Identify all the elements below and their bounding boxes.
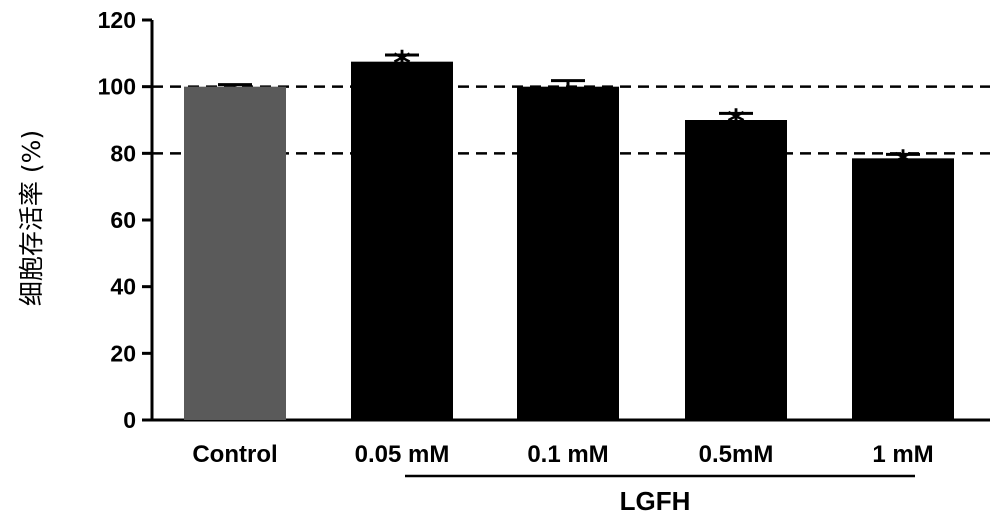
y-tick-label: 100 bbox=[98, 74, 136, 100]
y-tick-label: 40 bbox=[110, 274, 136, 300]
bars bbox=[184, 53, 954, 421]
bar-4 bbox=[852, 158, 954, 421]
significance-marker-4: * bbox=[894, 143, 912, 183]
y-tick-label: 0 bbox=[123, 407, 136, 433]
bar-3 bbox=[685, 120, 787, 420]
bar-2 bbox=[517, 86, 619, 421]
y-tick-label: 60 bbox=[110, 207, 136, 233]
category-label-4: 1 mM bbox=[872, 441, 933, 468]
bar-0 bbox=[184, 86, 286, 421]
y-tick-label: 80 bbox=[110, 140, 136, 166]
category-label-0: Control bbox=[192, 441, 277, 468]
category-label-3: 0.5mM bbox=[699, 441, 774, 468]
bar-1 bbox=[351, 61, 453, 421]
y-tick-label: 120 bbox=[98, 7, 136, 33]
category-label-1: 0.05 mM bbox=[355, 441, 450, 468]
group-label: LGFH bbox=[620, 486, 691, 516]
significance-marker-3: * bbox=[727, 102, 745, 142]
category-label-2: 0.1 mM bbox=[527, 441, 608, 468]
y-axis-title: 细胞存活率 (%) bbox=[17, 130, 46, 306]
y-tick-label: 20 bbox=[110, 340, 136, 366]
annotations: * * * LGFH bbox=[393, 44, 915, 516]
significance-marker-1: * bbox=[393, 44, 411, 84]
